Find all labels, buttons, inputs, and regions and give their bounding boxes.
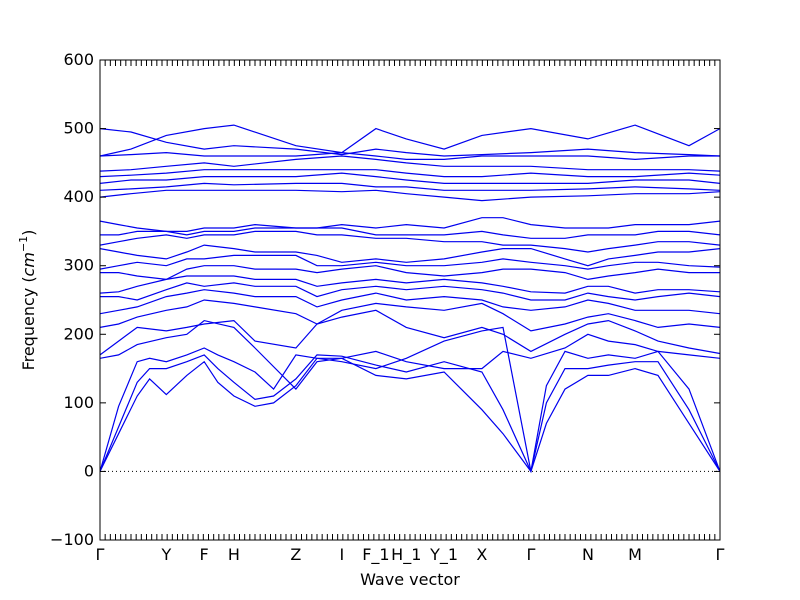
phonon-band-18 [100,172,720,184]
y-tick-label: 0 [84,461,94,480]
phonon-band-6 [100,299,720,332]
x-tick-label: I [339,545,344,564]
x-tick-label: H_1 [391,545,421,565]
phonon-band-7 [100,289,720,315]
x-tick-label: Z [290,545,301,564]
phonon-band-8 [100,282,720,301]
phonon-band-20 [100,155,720,172]
x-tick-label: H [228,545,240,564]
x-tick-label: M [628,545,642,564]
phonon-band-2 [100,354,720,474]
x-axis-label: Wave vector [360,570,460,589]
x-tick-label: Y [160,545,171,564]
phonon-band-19 [100,169,720,178]
phonon-band-16 [100,189,720,202]
x-tick-label: F [200,545,209,564]
x-tick-label: F_1 [362,545,389,565]
phonon-band-21 [100,151,720,161]
phonon-band-11 [100,254,720,270]
x-tick-label: Γ [716,545,725,564]
phonon-band-22 [100,124,720,157]
phonon-band-9 [100,275,720,294]
y-axis-label: Frequency (cm−1) [17,230,38,371]
phonon-band-10 [100,265,720,281]
y-tick-label: 100 [63,393,94,412]
phonon-band-14 [100,227,720,239]
phonon-band-13 [100,230,720,253]
y-tick-label: −100 [50,530,94,549]
x-tick-label: N [582,545,594,564]
phonon-band-1 [100,357,720,473]
y-tick-label: 500 [63,119,94,138]
y-tick-label: 400 [63,187,94,206]
phonon-band-15 [100,217,720,232]
y-tick-label: 600 [63,50,94,69]
x-tick-label: Y_1 [429,545,458,565]
phonon-band-23 [100,128,720,157]
x-tick-label: X [476,545,487,564]
phonon-band-3 [100,326,720,472]
phonon-band-5 [100,309,720,356]
x-tick-label: Γ [96,545,105,564]
y-tick-label: 200 [63,324,94,343]
phonon-band-4 [100,319,720,391]
phonon-band-17 [100,182,720,191]
phonon-band-12 [100,244,720,267]
y-tick-label: 300 [63,256,94,275]
x-tick-label: Γ [526,545,535,564]
